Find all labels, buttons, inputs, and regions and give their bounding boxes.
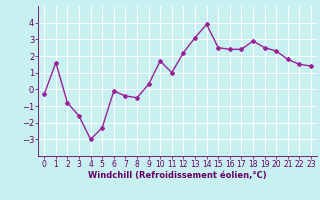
X-axis label: Windchill (Refroidissement éolien,°C): Windchill (Refroidissement éolien,°C) [88, 171, 267, 180]
